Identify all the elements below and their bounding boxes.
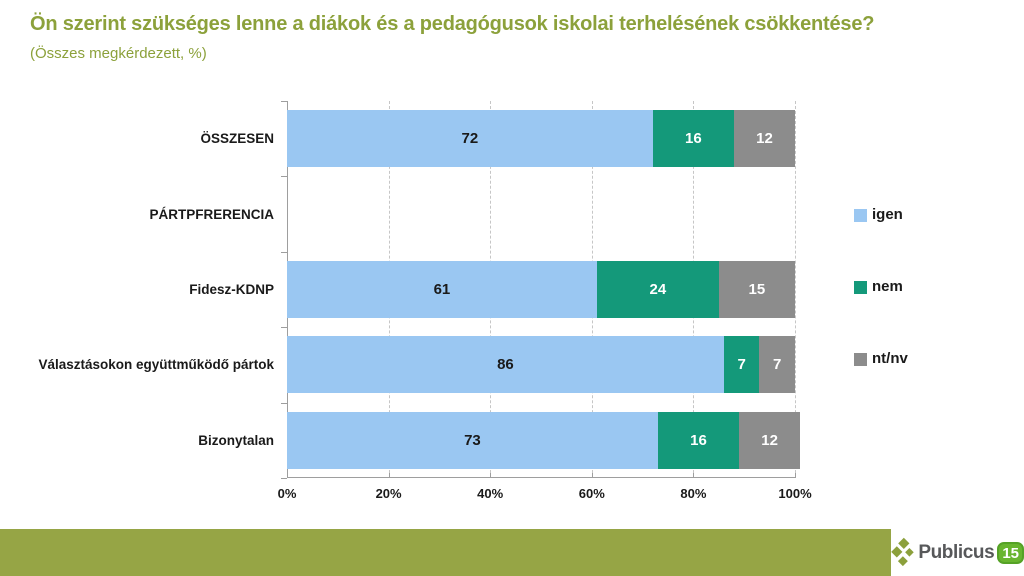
bar-value-label: 12 [761, 431, 778, 449]
plot-area: 72 16 12 61 24 15 86 7 7 73 16 12 [281, 101, 801, 479]
page-subtitle: (Összes megkérdezett, %) [30, 45, 207, 62]
x-tick-label: 40% [477, 486, 504, 501]
bar-value-label: 73 [464, 431, 481, 449]
bar-value-label: 12 [756, 130, 773, 148]
y-axis-tick [281, 327, 287, 329]
gridline [795, 101, 796, 478]
brand-badge: 15 [997, 541, 1024, 564]
bar-value-label: 15 [748, 281, 766, 298]
bar-segment: 73 [287, 411, 658, 469]
bar-segment: 15 [718, 261, 795, 318]
bar-segment: 7 [723, 336, 760, 394]
legend-swatch [854, 352, 867, 366]
y-axis-tick [281, 402, 287, 404]
bar-segment: 24 [596, 261, 719, 318]
x-axis-line [287, 477, 795, 478]
legend-item: nem [854, 279, 908, 295]
bar-segment: 16 [657, 411, 740, 469]
x-tick-label: 60% [578, 486, 605, 501]
x-tick-label: 80% [680, 486, 707, 501]
bar-value-label: 24 [649, 281, 667, 298]
x-axis-tick [693, 473, 695, 478]
bar-value-label: 16 [685, 130, 702, 148]
legend-item: nt/nv [854, 351, 908, 367]
category-label: PÁRTPFRERENCIA [149, 206, 274, 222]
legend-item: igen [854, 207, 908, 223]
x-tick-label: 100% [778, 486, 812, 501]
bar-segment: 12 [734, 110, 795, 168]
bar-value-label: 16 [690, 431, 707, 449]
bar-segment: 16 [652, 110, 735, 168]
bar-value-label: 72 [461, 130, 479, 148]
y-axis-tick [281, 176, 287, 178]
category-labels: ÖSSZESEN PÁRTPFRERENCIA Fidesz-KDNP Választ… [0, 101, 281, 478]
legend-swatch [854, 280, 867, 294]
bar-segment: 72 [287, 110, 653, 168]
bar-segment: 12 [739, 411, 801, 469]
legend-swatch [854, 208, 867, 222]
diamonds-logo-icon [891, 537, 914, 567]
bar-value-label: 7 [773, 356, 782, 374]
bar-value-label: 61 [433, 281, 451, 298]
legend: igen nem nt/nv [854, 207, 908, 367]
legend-label: igen [872, 206, 903, 223]
bar-value-label: 86 [497, 356, 514, 374]
category-label: ÖSSZESEN [200, 131, 274, 147]
x-tick-label: 0% [277, 486, 297, 501]
bar-segment: 7 [759, 336, 795, 394]
x-axis-tick [795, 473, 796, 478]
y-axis-tick [281, 251, 287, 253]
page-title: Ön szerint szükséges lenne a diákok és a… [30, 13, 875, 35]
y-axis-tick [281, 478, 287, 479]
x-axis-tick [591, 473, 593, 478]
category-label: Fidesz-KDNP [189, 281, 274, 297]
category-label: Bizonytalan [198, 432, 274, 448]
legend-label: nem [872, 278, 903, 295]
x-axis-labels: 0% 20% 40% 60% 80% 100% [278, 486, 812, 504]
bar-segment: 61 [287, 261, 597, 318]
publicus-logo: Publicus 15 [891, 529, 1024, 576]
bar-value-label: 7 [737, 356, 746, 374]
footer-accent-bar [0, 529, 891, 576]
brand-name: Publicus [918, 541, 995, 563]
bar-segment: 86 [287, 336, 724, 394]
category-label: Választásokon együttműködő pártok [38, 357, 274, 373]
x-tick-label: 20% [375, 486, 402, 501]
x-axis-tick [490, 473, 492, 478]
x-axis-tick [287, 473, 288, 478]
legend-label: nt/nv [872, 350, 908, 367]
x-axis-tick [388, 473, 390, 478]
y-axis-tick [281, 101, 287, 102]
